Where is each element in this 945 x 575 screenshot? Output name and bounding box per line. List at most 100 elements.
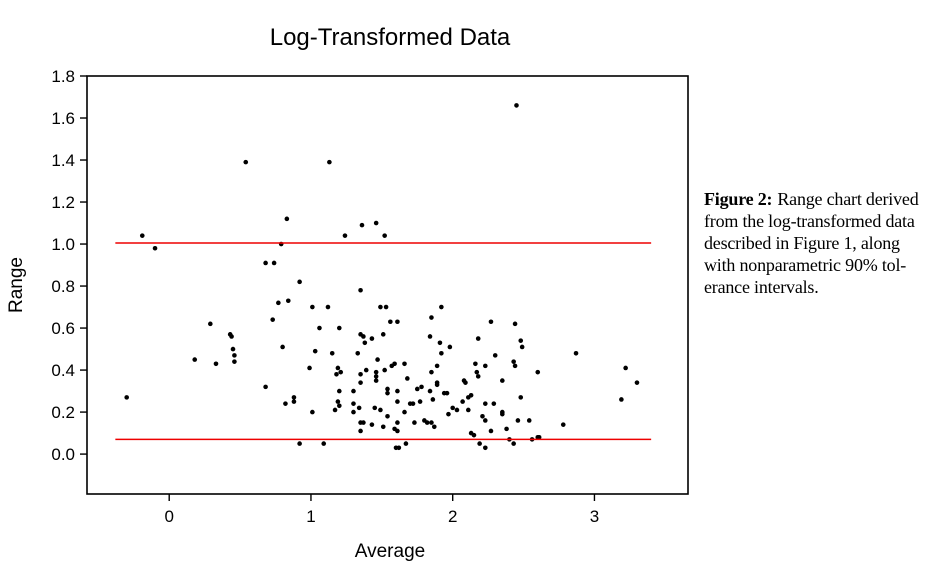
data-point [483,445,488,451]
data-point [372,405,378,411]
data-point [378,304,383,310]
data-point [427,334,433,339]
data-point [310,304,315,310]
caption-figure-label: Figure 2: [704,189,773,209]
data-point [414,386,420,392]
data-point [444,390,450,396]
caption-text: Range chart derived [777,189,919,209]
data-point [395,388,400,394]
data-point [388,319,393,325]
data-point [477,441,482,446]
figure-caption: Figure 2: Range chart derived from the lo… [704,188,940,298]
y-tick-label: 0.6 [51,319,75,338]
data-point [474,369,480,375]
data-point [335,399,341,404]
data-point [382,367,387,373]
data-point [619,397,624,402]
data-point [473,361,478,367]
data-point [327,159,332,165]
data-point [573,350,579,356]
data-point [385,390,390,396]
data-point [325,304,331,310]
x-tick-label: 3 [590,507,599,526]
data-point [402,361,407,367]
data-point [351,401,356,406]
data-point [358,380,363,385]
data-point [437,340,443,346]
data-point [139,233,145,238]
data-point [410,401,416,406]
data-point [375,357,380,362]
data-point [284,216,290,222]
data-point [317,325,322,331]
data-point [475,374,481,379]
data-point [395,399,400,404]
data-point [492,353,498,358]
y-tick-label: 0.8 [51,277,75,296]
data-point [500,378,505,383]
data-point [192,357,198,362]
data-point [280,344,285,350]
data-point [500,411,505,417]
x-tick-label: 0 [164,507,173,526]
data-point [483,418,488,423]
data-point [514,103,519,108]
data-point [447,344,453,350]
plot-frame [86,75,689,495]
data-point [297,279,302,285]
data-point [519,344,525,350]
data-point [283,401,288,406]
data-point [361,334,366,339]
data-point [511,359,516,364]
y-tick-label: 0.2 [51,403,75,422]
data-point [429,315,434,320]
data-point [526,418,532,423]
data-point [351,388,356,394]
data-point [332,407,338,413]
data-point [417,399,423,404]
data-point [535,369,541,375]
data-point [232,353,237,358]
data-point [491,401,497,406]
data-point [488,428,494,434]
data-point [383,304,389,310]
data-point [285,298,291,304]
data-point [335,365,341,371]
data-point [363,367,369,373]
data-point [263,384,268,390]
data-point [634,380,640,385]
data-point [337,325,342,331]
data-point [342,233,348,238]
data-point [412,420,417,425]
data-point [358,420,363,425]
data-point [439,304,444,310]
data-point [369,336,375,341]
caption-line: described in Figure 1, along [704,233,900,253]
data-point [355,350,361,356]
data-point [424,420,430,425]
data-point [213,361,219,367]
data-point [405,376,410,381]
data-point [312,348,318,354]
data-point [291,399,297,404]
data-point [230,346,236,352]
data-point [373,220,379,226]
data-point [504,426,509,432]
data-point [356,405,362,411]
data-point [380,332,386,337]
data-point [337,388,342,394]
range-chart-scatter-plot: Log-Transformed Data Average Range 0 1 2 3 0… [6,24,689,562]
data-point [403,441,409,446]
data-point [373,374,379,379]
data-point [434,382,440,388]
data-point [307,365,312,371]
data-point [358,287,363,293]
data-point [483,363,488,369]
data-point [623,365,628,371]
data-point [515,418,521,423]
data-point [362,340,368,346]
data-point [427,388,433,394]
data-point [396,445,402,451]
y-tick-label: 0.4 [51,361,75,380]
